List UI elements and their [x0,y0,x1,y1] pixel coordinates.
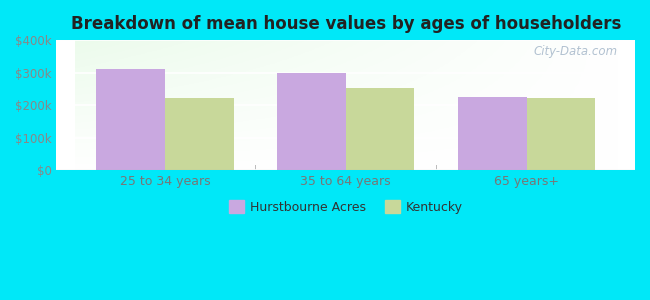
Bar [96,69,165,170]
Text: City-Data.com: City-Data.com [534,45,618,58]
Bar [165,98,233,170]
Title: Breakdown of mean house values by ages of householders: Breakdown of mean house values by ages o… [71,15,621,33]
Bar [526,98,595,170]
Legend: Hurstbourne Acres, Kentucky: Hurstbourne Acres, Kentucky [224,195,468,219]
Bar [458,97,526,170]
Bar [277,73,346,170]
Bar [346,88,415,170]
